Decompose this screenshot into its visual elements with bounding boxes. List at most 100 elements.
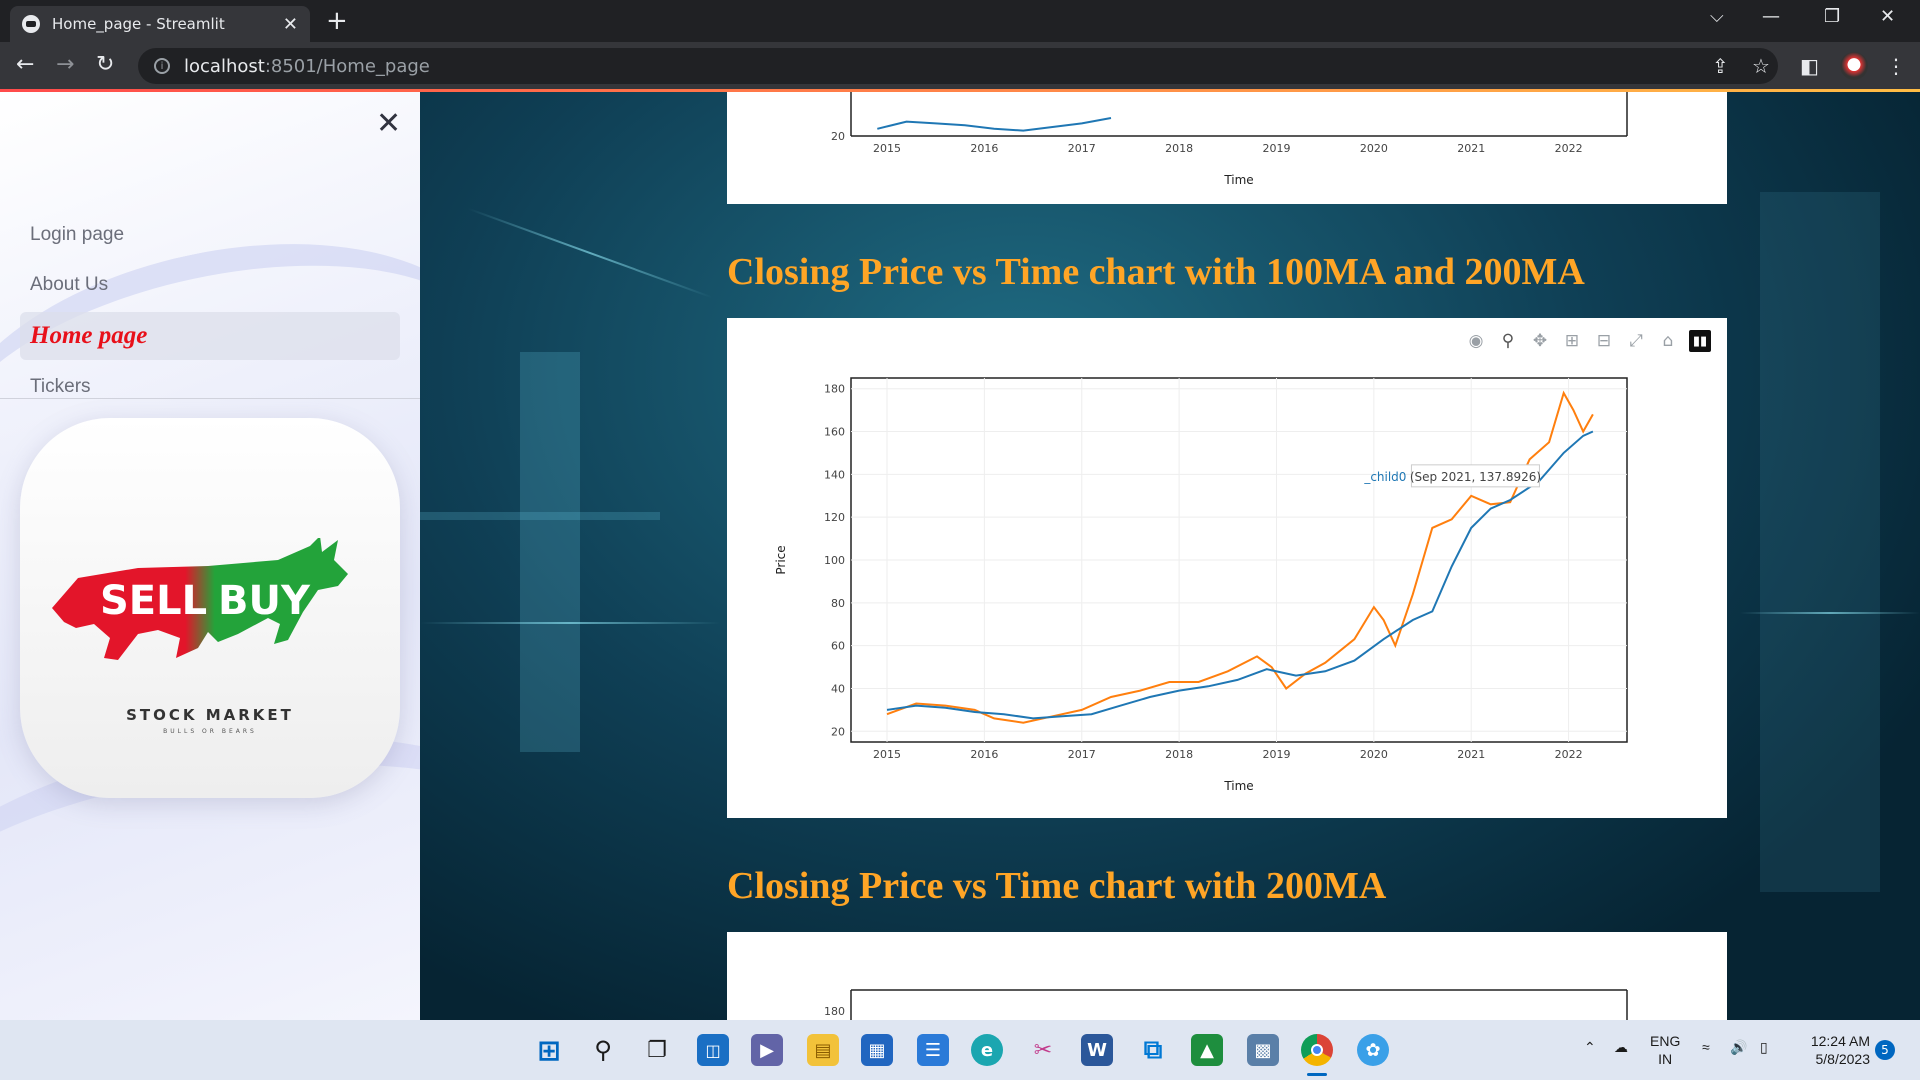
sidebar-item-tickers[interactable]: Tickers <box>30 376 91 397</box>
chart-ma100-plot[interactable]: 20 2015 2016 2017 2018 2019 2020 2021 2022 Time <box>727 92 1727 204</box>
tab-search-icon[interactable]: ⌵ <box>1710 6 1724 27</box>
wifi-icon[interactable]: ≈ <box>1702 1039 1710 1055</box>
hover-tooltip: (Sep 2021, 137.8926) _child0 <box>1363 464 1541 488</box>
reset-axes-icon[interactable]: ⌂ <box>1662 331 1674 351</box>
x-tick-label: 2019 <box>1262 748 1290 761</box>
background-glow <box>520 352 580 752</box>
stock-market-logo: SELL BUY STOCK MARKET BULLS OR BEARS <box>20 418 400 798</box>
sidebar-item-about-us[interactable]: About Us <box>30 274 109 295</box>
sidebar-close-icon[interactable]: ✕ <box>376 106 402 141</box>
y-tick-label: 100 <box>824 554 845 567</box>
x-tick-label: 2019 <box>1262 142 1290 155</box>
profile-avatar[interactable] <box>1840 52 1868 80</box>
sidebar-item-login-page[interactable]: Login page <box>30 224 125 245</box>
word-icon[interactable]: W <box>1081 1034 1113 1066</box>
browser-tab[interactable]: Home_page - Streamlit ✕ <box>10 6 310 42</box>
url-host: localhost <box>184 55 265 77</box>
series-line-1 <box>886 430 1594 720</box>
edge-icon[interactable]: e <box>971 1034 1003 1066</box>
y-tick-label: 180 <box>824 383 845 396</box>
hover-tooltip-text: (Sep 2021, 137.8926) <box>1410 470 1541 484</box>
chart-200ma-plot[interactable]: 180 <box>727 932 1727 1020</box>
sidebar-nav: Login page About Us Home page Tickers <box>20 212 400 414</box>
zoom-in-icon[interactable]: ⊞ <box>1564 331 1580 351</box>
tab-title: Home_page - Streamlit <box>52 15 225 33</box>
x-tick-label: 2016 <box>970 142 998 155</box>
teams-chat-icon[interactable]: ▶ <box>751 1034 783 1066</box>
git-tool-icon[interactable]: ▲ <box>1191 1034 1223 1066</box>
share-icon[interactable]: ⇪ <box>1712 54 1729 78</box>
logo-sell-text: SELL <box>100 578 207 624</box>
notification-badge[interactable]: 5 <box>1875 1040 1895 1060</box>
reload-icon[interactable]: ↻ <box>96 52 115 77</box>
new-tab-button[interactable]: + <box>326 6 348 36</box>
background-light-streak <box>467 207 713 299</box>
logo-caption: STOCK MARKET <box>126 706 294 724</box>
chart-100ma-200ma-plot[interactable]: 20 40 60 80 100 120 140 160 180 2015 2016 2017 2018 2… <box>727 318 1727 818</box>
paint-icon[interactable]: ✿ <box>1357 1034 1389 1066</box>
camera-icon[interactable]: ◉ <box>1468 331 1484 351</box>
snipping-tool-icon[interactable]: ✂ <box>1033 1037 1053 1063</box>
side-panel-icon[interactable]: ◧ <box>1800 54 1819 78</box>
chart-card-100ma-200ma[interactable]: ◉ ⚲ ✥ ⊞ ⊟ ⤢ ⌂ ▮▮ 20 40 60 80 100 120 140 160 180… <box>727 318 1727 818</box>
language-indicator[interactable]: ENG IN <box>1650 1032 1680 1068</box>
search-icon[interactable]: ⚲ <box>594 1036 612 1064</box>
site-info-icon[interactable]: i <box>154 58 170 74</box>
browser-toolbar: ← → ↻ i localhost:8501/Home_page ⇪ ☆ ◧ ⋮ <box>0 42 1920 90</box>
background-light-streak <box>1740 612 1920 614</box>
address-bar[interactable]: i localhost:8501/Home_page <box>138 48 1778 84</box>
y-tick-label: 80 <box>831 597 845 610</box>
vscode-icon[interactable]: ⧉ <box>1143 1034 1163 1065</box>
y-tick-label: 60 <box>831 640 845 653</box>
y-tick-label: 140 <box>824 468 845 481</box>
y-tick-label: 20 <box>831 130 845 143</box>
hover-tooltip-name: _child0 <box>1363 470 1406 484</box>
clock[interactable]: 12:24 AM 5/8/2023 <box>1800 1032 1870 1068</box>
task-view-icon[interactable]: ❐ <box>647 1037 667 1063</box>
chart-card-ma100[interactable]: 20 2015 2016 2017 2018 2019 2020 2021 2022 Time <box>727 92 1727 204</box>
x-tick-label: 2017 <box>1068 748 1096 761</box>
restore-button[interactable]: ❐ <box>1824 6 1841 27</box>
chrome-menu-icon[interactable]: ⋮ <box>1886 54 1906 78</box>
autoscale-icon[interactable]: ⤢ <box>1629 331 1643 351</box>
x-tick-label: 2021 <box>1457 748 1485 761</box>
y-tick-label: 20 <box>831 725 845 738</box>
bull-logo-icon: SELL BUY <box>52 538 348 660</box>
plotly-logo-icon[interactable]: ▮▮ <box>1689 330 1711 352</box>
file-explorer-icon[interactable]: ▤ <box>807 1034 839 1066</box>
browser-titlebar: Home_page - Streamlit ✕ + ⌵ — ❐ ✕ <box>0 0 1920 42</box>
pan-icon[interactable]: ✥ <box>1532 331 1548 351</box>
minimize-button[interactable]: — <box>1762 6 1780 27</box>
clock-date: 5/8/2023 <box>1815 1051 1871 1067</box>
widgets-icon[interactable]: ◫ <box>697 1034 729 1066</box>
url-path: :8501/Home_page <box>264 55 430 77</box>
x-axis-label: Time <box>1223 173 1253 187</box>
notepad-icon[interactable]: ☰ <box>917 1034 949 1066</box>
logo-subcaption: BULLS OR BEARS <box>163 728 257 735</box>
sidebar: ✕ Login page About Us Home page Tickers <box>0 92 420 1020</box>
window-close-button[interactable]: ✕ <box>1880 6 1896 27</box>
streamlit-decoration-bar <box>0 89 1920 92</box>
background-glow <box>420 512 660 520</box>
tab-close-icon[interactable]: ✕ <box>282 13 298 35</box>
chart-card-200ma[interactable]: 180 <box>727 932 1727 1020</box>
battery-icon[interactable]: ▯ <box>1760 1039 1768 1055</box>
remote-desktop-icon[interactable]: ▩ <box>1247 1034 1279 1066</box>
x-tick-label: 2015 <box>873 748 901 761</box>
forward-arrow-icon[interactable]: → <box>56 52 75 77</box>
region-code: IN <box>1658 1051 1673 1067</box>
sidebar-item-home-page[interactable]: Home page <box>20 312 400 360</box>
back-arrow-icon[interactable]: ← <box>16 52 35 77</box>
volume-icon[interactable]: 🔊 <box>1730 1039 1748 1055</box>
background-glow <box>1760 192 1880 892</box>
sidebar-divider <box>0 398 420 399</box>
chrome-icon[interactable] <box>1301 1034 1333 1076</box>
show-hidden-icons[interactable]: ⌃ <box>1584 1039 1596 1055</box>
zoom-out-icon[interactable]: ⊟ <box>1596 331 1612 351</box>
store-icon[interactable]: ▦ <box>861 1034 893 1066</box>
x-tick-label: 2022 <box>1555 142 1583 155</box>
onedrive-icon[interactable]: ☁ <box>1614 1039 1628 1055</box>
start-icon[interactable]: ⊞ <box>537 1033 561 1067</box>
zoom-icon[interactable]: ⚲ <box>1501 331 1515 351</box>
bookmark-star-icon[interactable]: ☆ <box>1752 54 1770 78</box>
